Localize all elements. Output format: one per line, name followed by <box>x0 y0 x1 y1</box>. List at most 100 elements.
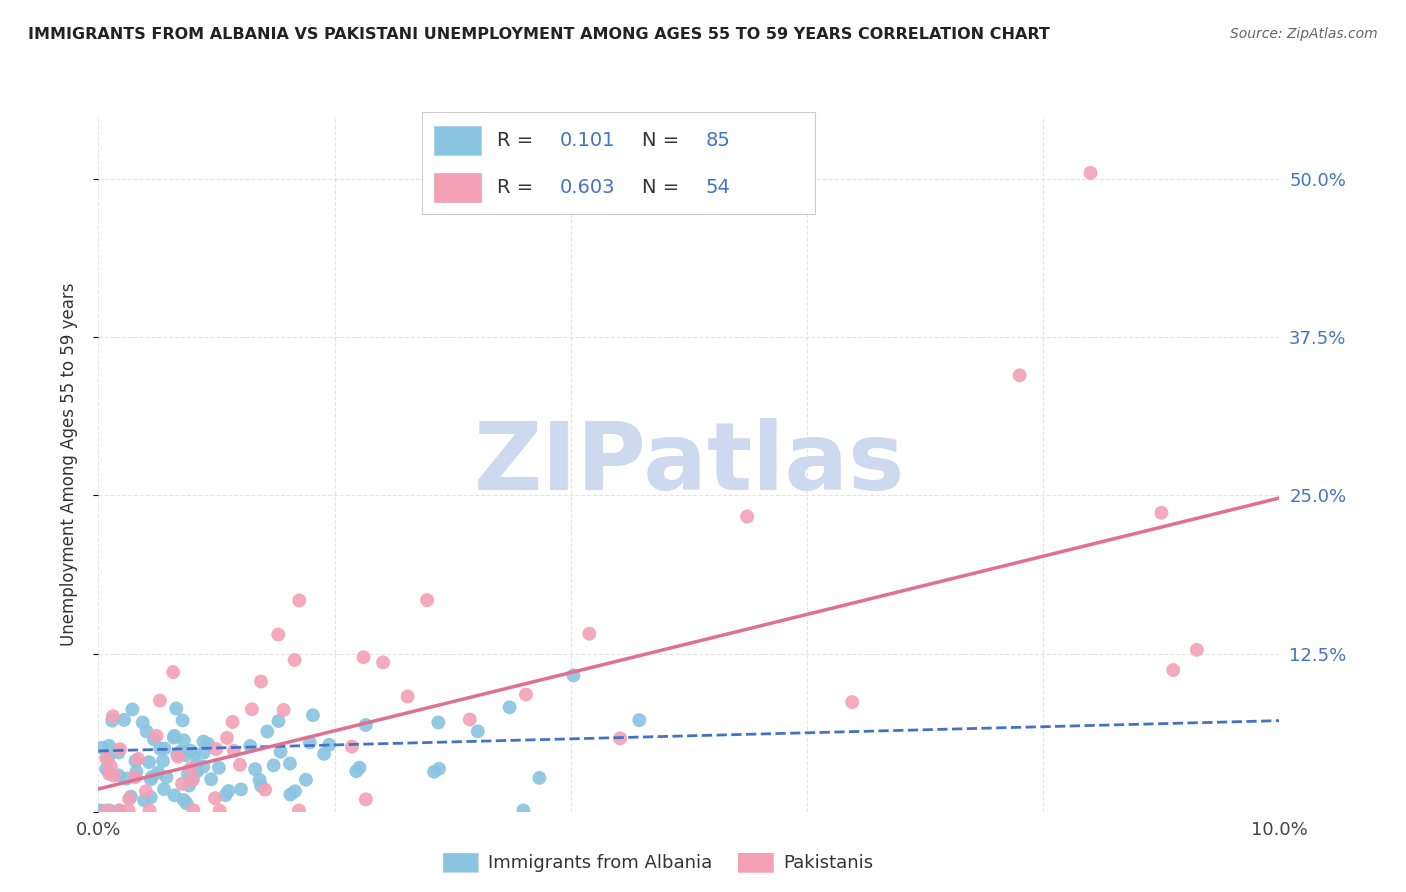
Point <box>340 739 363 754</box>
Text: 0.101: 0.101 <box>560 131 614 150</box>
Point <box>1008 368 1031 383</box>
Point <box>117 804 139 818</box>
Point <box>1150 506 1173 520</box>
Point <box>173 733 195 747</box>
Point <box>96 804 118 818</box>
Text: N =: N = <box>643 178 686 197</box>
Point <box>215 731 238 745</box>
Point <box>1080 166 1102 180</box>
Point <box>108 804 131 818</box>
Point <box>138 804 160 818</box>
Point <box>94 751 117 765</box>
Point <box>174 748 197 763</box>
Point <box>284 653 307 667</box>
Point <box>124 754 146 768</box>
Point <box>115 772 138 786</box>
Point <box>100 759 122 773</box>
Point <box>163 789 186 803</box>
Text: 85: 85 <box>706 131 730 150</box>
Point <box>288 593 311 607</box>
Point <box>354 792 377 806</box>
Point <box>354 718 377 732</box>
Point <box>204 791 226 805</box>
Point <box>139 772 162 787</box>
Point <box>96 762 118 776</box>
Point <box>118 792 141 806</box>
Point <box>208 804 231 818</box>
Point <box>146 765 169 780</box>
Point <box>186 757 208 772</box>
Point <box>239 739 262 753</box>
Text: ZIPatlas: ZIPatlas <box>474 417 904 510</box>
Point <box>254 782 277 797</box>
Point <box>371 656 394 670</box>
Point <box>90 804 112 818</box>
Point <box>250 674 273 689</box>
Point <box>353 650 375 665</box>
Point <box>125 764 148 779</box>
Point <box>135 784 157 798</box>
Text: 0.603: 0.603 <box>560 178 614 197</box>
Point <box>218 784 240 798</box>
Point <box>165 701 187 715</box>
Text: 54: 54 <box>706 178 730 197</box>
Point <box>98 739 121 753</box>
Point <box>278 756 301 771</box>
Point <box>141 770 163 784</box>
Point <box>735 509 758 524</box>
Point <box>181 803 204 817</box>
Point <box>152 754 174 768</box>
Point <box>181 772 204 786</box>
Point <box>416 593 439 607</box>
Point <box>153 741 176 756</box>
Point <box>177 779 200 793</box>
Point <box>498 700 520 714</box>
Point <box>163 729 186 743</box>
Point <box>107 768 129 782</box>
Point <box>153 782 176 797</box>
Point <box>135 724 157 739</box>
Point <box>179 743 201 757</box>
Point <box>132 715 155 730</box>
Point <box>183 747 205 761</box>
Point <box>107 746 129 760</box>
FancyBboxPatch shape <box>433 173 481 202</box>
Text: Immigrants from Albania: Immigrants from Albania <box>488 854 711 871</box>
Point <box>267 627 290 641</box>
Point <box>628 713 651 727</box>
Point <box>1185 642 1208 657</box>
Point <box>344 764 367 779</box>
Point <box>167 749 190 764</box>
Point <box>312 747 335 761</box>
Point <box>98 804 121 818</box>
Point <box>163 731 186 745</box>
Point <box>101 709 124 723</box>
Text: R =: R = <box>496 178 538 197</box>
Point <box>108 742 131 756</box>
Point <box>112 713 135 727</box>
Point <box>263 758 285 772</box>
Point <box>288 804 311 818</box>
Y-axis label: Unemployment Among Ages 55 to 59 years: Unemployment Among Ages 55 to 59 years <box>59 282 77 646</box>
Point <box>250 779 273 793</box>
Point <box>256 724 278 739</box>
Point <box>193 746 215 760</box>
Point <box>193 734 215 748</box>
Text: Pakistanis: Pakistanis <box>783 854 873 871</box>
Point <box>249 772 271 787</box>
Point <box>229 757 252 772</box>
Point <box>108 804 131 818</box>
Point <box>221 714 243 729</box>
Point <box>229 782 252 797</box>
Point <box>155 770 177 784</box>
Point <box>284 784 307 798</box>
Point <box>515 688 537 702</box>
Point <box>273 703 295 717</box>
Point <box>427 762 450 776</box>
Point <box>222 744 245 758</box>
Point <box>267 714 290 728</box>
Point <box>280 788 302 802</box>
Point <box>215 788 238 802</box>
Text: R =: R = <box>496 131 538 150</box>
Point <box>1161 663 1184 677</box>
